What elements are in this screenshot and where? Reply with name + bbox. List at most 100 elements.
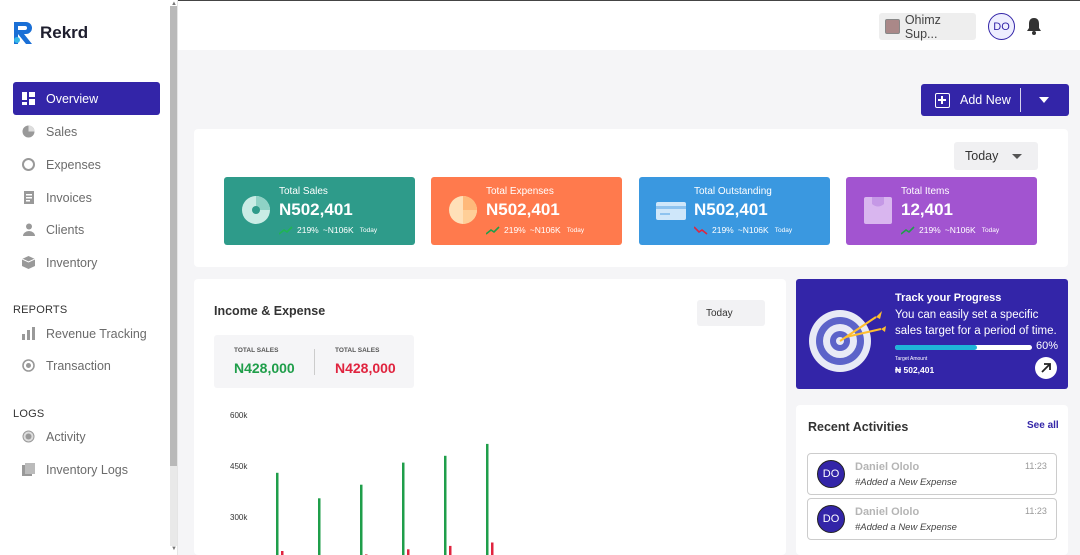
bag-icon bbox=[864, 197, 892, 224]
stat-card-total-sales[interactable]: Total Sales N502,401 219% ~N106K Today bbox=[224, 177, 415, 245]
expense-bar[interactable] bbox=[281, 551, 284, 555]
activity-time: 11:23 bbox=[1025, 461, 1047, 471]
sidebar-item-inventory-logs[interactable]: Inventory Logs bbox=[13, 453, 160, 486]
expense-bar[interactable] bbox=[491, 542, 494, 555]
activity-description: #Added a New Expense bbox=[855, 477, 957, 488]
stats-panel: Today Total Sales N502,401 219% ~N106K T… bbox=[194, 129, 1068, 267]
add-new-button[interactable]: Add New bbox=[921, 84, 1069, 116]
add-new-label: Add New bbox=[960, 93, 1011, 107]
income-bar[interactable] bbox=[402, 462, 405, 555]
progress-bar bbox=[895, 345, 1032, 350]
trend-up-icon bbox=[279, 225, 293, 235]
sidebar-item-label: Invoices bbox=[46, 190, 92, 205]
target-label: Target Amount bbox=[895, 356, 928, 362]
avatar[interactable]: DO bbox=[988, 13, 1015, 40]
expense-bar[interactable] bbox=[449, 545, 452, 555]
logo-icon bbox=[14, 22, 32, 44]
income-bar[interactable] bbox=[276, 472, 279, 555]
stat-delta: ~N106K bbox=[944, 225, 976, 235]
stat-value: N502,401 bbox=[279, 200, 353, 219]
sidebar-item-expenses[interactable]: Expenses bbox=[13, 148, 160, 181]
sidebar-item-overview[interactable]: Overview bbox=[13, 82, 160, 115]
sidebar-item-label: Clients bbox=[46, 222, 85, 237]
sidebar-item-label: Revenue Tracking bbox=[46, 326, 147, 341]
activity-user: Daniel Ololo bbox=[855, 461, 920, 473]
stat-pct: 219% bbox=[919, 225, 941, 235]
sidebar-item-label: Sales bbox=[46, 124, 78, 139]
stat-delta: ~N106K bbox=[529, 225, 561, 235]
avatar: DO bbox=[817, 505, 845, 533]
bell-icon[interactable] bbox=[1026, 17, 1042, 35]
recent-activities: Recent Activities See all DO Daniel Olol… bbox=[796, 405, 1068, 555]
activity-time: 11:23 bbox=[1025, 506, 1047, 516]
trend-up-icon bbox=[486, 225, 500, 235]
progress-description: You can easily set a specific sales targ… bbox=[895, 309, 1057, 337]
total-value-expense: N428,000 bbox=[335, 360, 396, 376]
y-tick-label: 600k bbox=[230, 411, 248, 420]
see-all-link[interactable]: See all bbox=[1027, 420, 1059, 431]
stat-period: Today bbox=[359, 226, 378, 234]
period-value: Today bbox=[965, 149, 999, 163]
divider bbox=[314, 349, 315, 375]
stat-card-total-expenses[interactable]: Total Expenses N502,401 219% ~N106K Toda… bbox=[431, 177, 622, 245]
income-bar[interactable] bbox=[486, 443, 489, 555]
store-name: Ohimz Sup... bbox=[904, 12, 941, 41]
stat-delta: ~N106K bbox=[322, 225, 354, 235]
stat-title: Total Outstanding bbox=[694, 186, 772, 197]
sidebar-item-invoices[interactable]: Invoices bbox=[13, 181, 160, 214]
stat-meta: 219% ~N106K Today bbox=[694, 225, 792, 235]
avatar: DO bbox=[817, 460, 845, 488]
income-bar[interactable] bbox=[444, 455, 447, 555]
sidebar-item-inventory[interactable]: Inventory bbox=[13, 246, 160, 279]
sidebar-item-label: Overview bbox=[46, 91, 99, 106]
expense-bar[interactable] bbox=[407, 549, 410, 555]
user-icon bbox=[21, 222, 36, 237]
sidebar: Rekrd Overview Sales Expenses Invoices C… bbox=[0, 0, 178, 555]
stat-card-total-items[interactable]: Total Items 12,401 219% ~N106K Today bbox=[846, 177, 1037, 245]
sidebar-item-label: Transaction bbox=[46, 358, 111, 373]
store-selector[interactable]: Ohimz Sup... bbox=[879, 12, 976, 41]
progress-fill bbox=[895, 345, 978, 350]
button-divider bbox=[1020, 88, 1021, 112]
reports-section-label: REPORTS bbox=[13, 304, 68, 316]
income-expense-panel: Income & Expense Today TOTAL SALES N428,… bbox=[194, 279, 786, 555]
panel-title: Income & Expense bbox=[214, 304, 326, 318]
sidebar-item-label: Expenses bbox=[46, 157, 101, 172]
stat-title: Total Items bbox=[901, 186, 950, 197]
scroll-down-icon[interactable]: ▼ bbox=[171, 546, 177, 552]
stat-period: Today bbox=[566, 226, 585, 234]
store-icon bbox=[885, 19, 900, 34]
scrollbar-thumb[interactable] bbox=[170, 6, 177, 466]
scroll-up-icon[interactable]: ▲ bbox=[171, 1, 177, 7]
stat-pct: 219% bbox=[712, 225, 734, 235]
total-value-income: N428,000 bbox=[234, 360, 295, 376]
chevron-down-icon[interactable] bbox=[1039, 97, 1049, 103]
income-bar[interactable] bbox=[360, 484, 363, 555]
sidebar-item-activity[interactable]: Activity bbox=[13, 420, 160, 453]
sidebar-item-revenue-tracking[interactable]: Revenue Tracking bbox=[13, 317, 160, 350]
app-logo[interactable]: Rekrd bbox=[12, 20, 88, 46]
total-label: TOTAL SALES bbox=[335, 347, 380, 354]
total-label: TOTAL SALES bbox=[234, 347, 279, 354]
sidebar-item-label: Inventory Logs bbox=[46, 462, 128, 477]
period-select[interactable]: Today bbox=[697, 300, 765, 326]
logs-section-label: LOGS bbox=[13, 408, 45, 420]
arrow-up-right-icon[interactable] bbox=[1035, 357, 1057, 379]
activity-item[interactable]: DO Daniel Ololo #Added a New Expense 11:… bbox=[807, 453, 1057, 495]
sidebar-item-clients[interactable]: Clients bbox=[13, 213, 160, 246]
progress-title: Track your Progress bbox=[895, 292, 1002, 304]
stat-meta: 219% ~N106K Today bbox=[901, 225, 999, 235]
activity-user: Daniel Ololo bbox=[855, 506, 920, 518]
sidebar-item-transaction[interactable]: Transaction bbox=[13, 349, 160, 382]
sidebar-item-sales[interactable]: Sales bbox=[13, 115, 160, 148]
stat-card-total-outstanding[interactable]: Total Outstanding N502,401 219% ~N106K T… bbox=[639, 177, 830, 245]
search-icon bbox=[21, 358, 36, 373]
income-bar[interactable] bbox=[318, 498, 321, 555]
activity-item[interactable]: DO Daniel Ololo #Added a New Expense 11:… bbox=[807, 498, 1057, 540]
activities-title: Recent Activities bbox=[808, 420, 909, 434]
y-tick-label: 300k bbox=[230, 513, 248, 522]
grid-icon bbox=[21, 91, 36, 106]
chart-icon bbox=[21, 326, 36, 341]
period-select[interactable]: Today bbox=[954, 142, 1038, 170]
sidebar-scrollbar[interactable] bbox=[170, 6, 177, 546]
